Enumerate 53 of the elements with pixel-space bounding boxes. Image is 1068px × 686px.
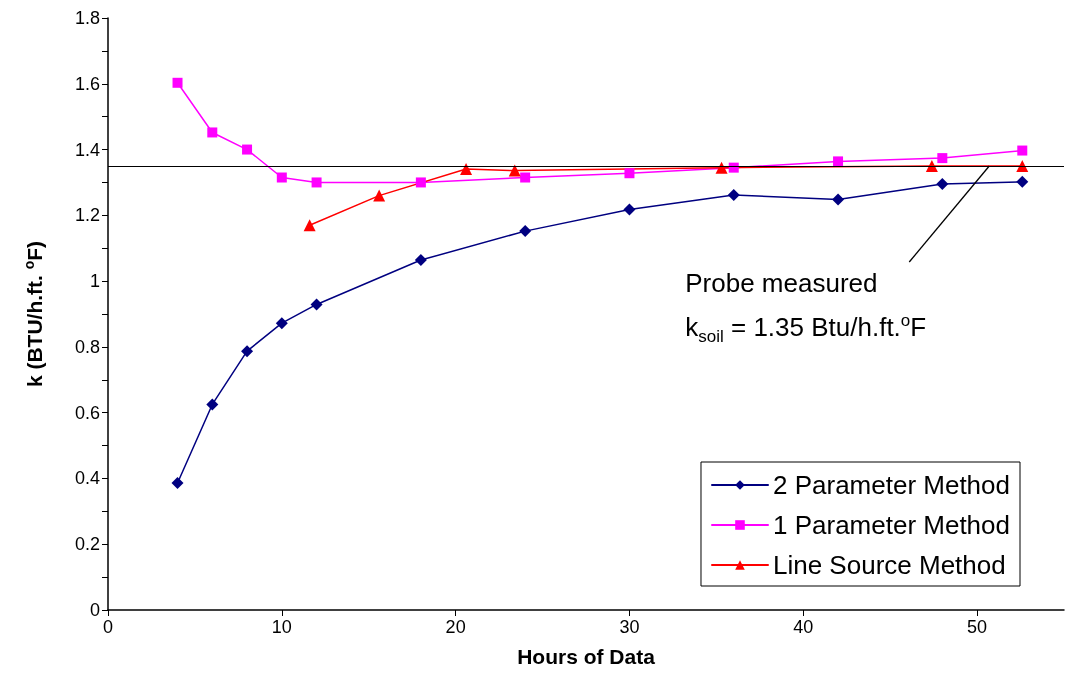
point (715, 161, 728, 174)
point (311, 177, 322, 188)
y-tick-label: 0.6 (74, 402, 100, 423)
point (833, 156, 844, 167)
point (207, 127, 218, 138)
point (303, 219, 316, 232)
annotation: Probe measured k$_{soil}$ = 1.35 Btu/h.ft.$^{o}$F (685, 267, 927, 348)
point (242, 144, 253, 155)
point (275, 317, 288, 330)
point (1016, 160, 1029, 172)
point (373, 189, 386, 202)
y-tick-label: 0.4 (74, 468, 100, 489)
x-axis-title: Hours of Data (517, 645, 656, 668)
point (832, 193, 845, 206)
x-tick-label: 0 (102, 617, 114, 637)
point (936, 178, 949, 191)
point (1017, 145, 1028, 156)
point (206, 398, 219, 411)
point (241, 345, 254, 358)
x-tick-label: 10 (271, 617, 292, 637)
legend-label: 1 Parameter Method (772, 510, 1011, 540)
point (171, 477, 184, 490)
point (414, 254, 427, 267)
legend-label: Line Source Method (772, 550, 1006, 580)
point (276, 172, 287, 183)
point (520, 172, 531, 183)
y-tick-label: 1.6 (74, 73, 100, 94)
y-tick-label: 1 (89, 271, 100, 292)
legend-label: 2 Parameter Method (772, 470, 1011, 500)
point (519, 225, 532, 238)
y-tick-label: 1.8 (74, 8, 100, 28)
y-tick-label: 1.4 (74, 139, 100, 160)
y-tick-label: 0.2 (74, 534, 100, 555)
point (623, 203, 636, 216)
x-tick-label: 50 (967, 617, 988, 637)
point (937, 153, 948, 164)
point (508, 164, 521, 177)
point (925, 160, 938, 172)
y-axis-title: k (BTU/h.ft. oF) (21, 240, 46, 388)
point (624, 168, 635, 179)
point (1016, 175, 1029, 188)
y-tick-label: 0.8 (74, 336, 100, 357)
y-tick-label: 1.2 (74, 205, 100, 226)
point (172, 77, 183, 88)
y-tick-label: 0 (89, 600, 100, 620)
point (727, 188, 740, 201)
point (310, 298, 323, 311)
point (460, 162, 473, 175)
point (728, 162, 739, 173)
x-tick-label: 40 (793, 617, 814, 637)
x-tick-label: 20 (445, 617, 466, 637)
point (415, 177, 426, 188)
x-tick-label: 30 (619, 617, 640, 637)
